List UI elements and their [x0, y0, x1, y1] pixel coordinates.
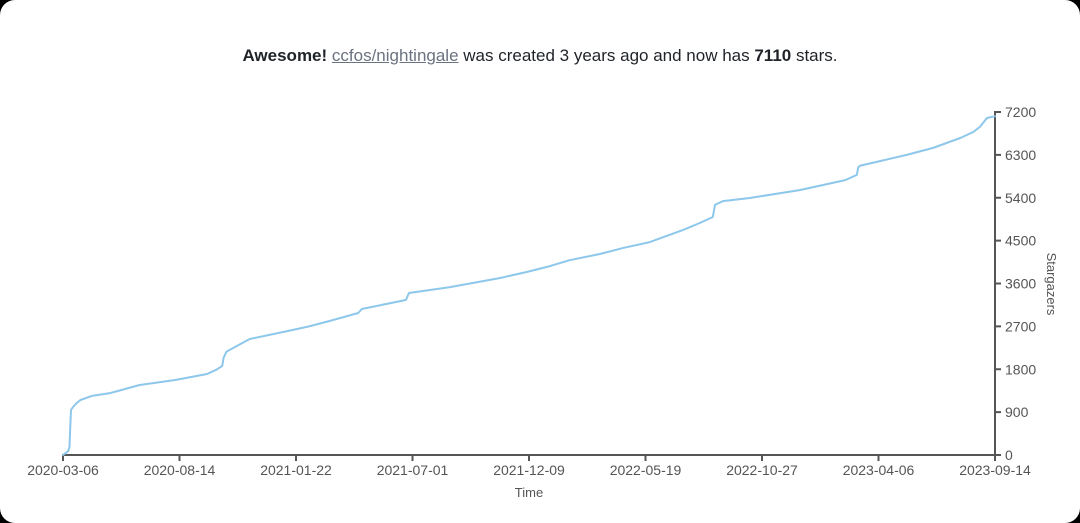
x-axis-tick-label: 2023-04-06	[843, 462, 915, 478]
caption-awesome-text: Awesome!	[242, 46, 328, 65]
y-axis-tick-label: 1800	[1005, 361, 1036, 377]
y-axis-tick-label: 3600	[1005, 276, 1036, 292]
y-axis-name: Stargazers	[1044, 253, 1059, 316]
chart-caption: Awesome! ccfos/nightingale was created 3…	[0, 45, 1080, 67]
y-axis-tick-label: 2700	[1005, 318, 1036, 334]
x-axis-tick-label: 2021-01-22	[260, 462, 332, 478]
y-axis-tick-label: 6300	[1005, 147, 1036, 163]
y-axis-tick-label: 5400	[1005, 190, 1036, 206]
x-axis-tick-label: 2020-08-14	[144, 462, 216, 478]
stargazers-series-line	[62, 115, 996, 456]
caption-star-count: 7110	[754, 46, 792, 65]
x-axis-tick-label: 2021-12-09	[493, 462, 565, 478]
y-axis-tick-label: 4500	[1005, 233, 1036, 249]
x-axis-tick-label: 2021-07-01	[377, 462, 449, 478]
y-axis-tick-label: 0	[1005, 447, 1013, 463]
caption-suffix-text: stars.	[791, 46, 838, 65]
caption-middle-text: was created 3 years ago and now has	[458, 46, 755, 65]
repo-link[interactable]: ccfos/nightingale	[331, 46, 459, 65]
y-axis-tick-label: 900	[1005, 404, 1029, 420]
x-axis-name: Time	[515, 485, 543, 500]
y-axis-tick-label: 7200	[1005, 104, 1036, 120]
x-axis-tick-label: 2022-10-27	[726, 462, 798, 478]
x-axis-tick-label: 2020-03-06	[27, 462, 99, 478]
x-axis-tick-label: 2022-05-19	[610, 462, 682, 478]
x-axis-tick-label: 2023-09-14	[959, 462, 1031, 478]
